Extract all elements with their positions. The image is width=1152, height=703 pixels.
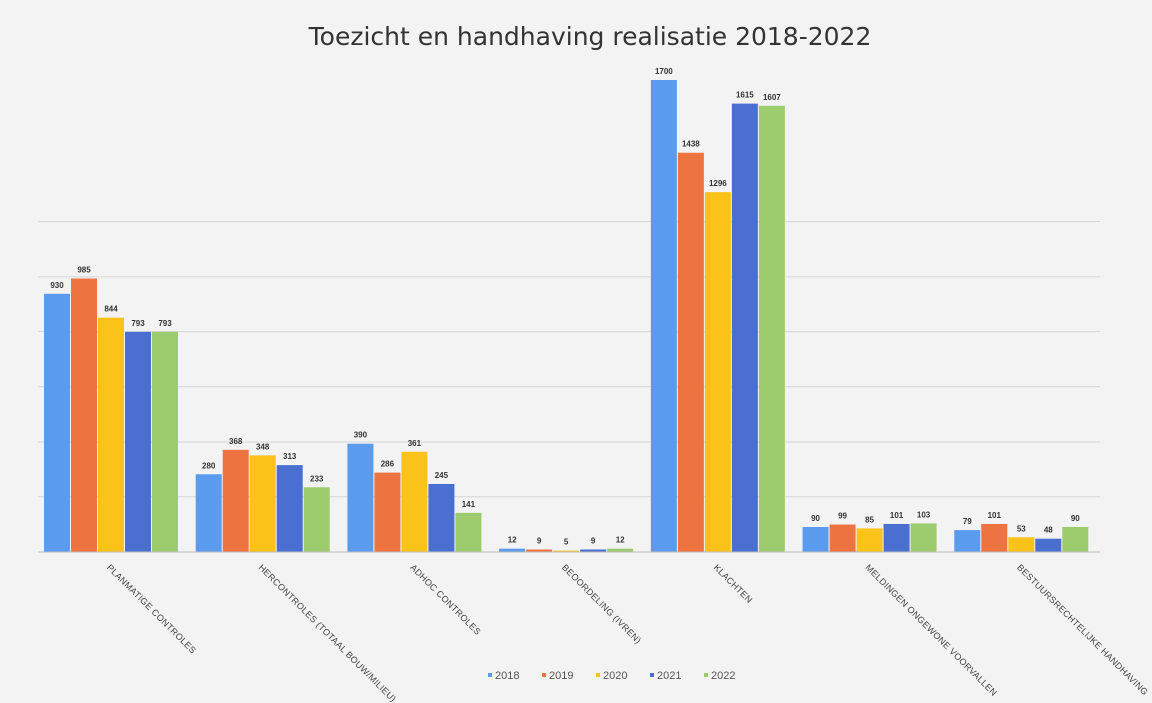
- bar: [650, 80, 677, 552]
- bar: [195, 474, 222, 552]
- data-label: 930: [50, 281, 64, 290]
- data-label: 1700: [655, 67, 673, 76]
- bar: [954, 530, 981, 552]
- bar: [249, 455, 276, 552]
- bar: [1008, 537, 1035, 552]
- bar: [758, 105, 785, 553]
- legend-label: 2020: [603, 670, 627, 682]
- legend-swatch: [488, 673, 492, 677]
- bar: [910, 523, 937, 552]
- bar: [276, 465, 303, 552]
- legend: 2018 2019 2020 2021 2022: [488, 670, 735, 682]
- x-tick-label: MELDINGEN ONGEWONE VOORVALLEN: [863, 562, 999, 698]
- data-label: 101: [890, 511, 904, 520]
- data-label: 1438: [682, 140, 700, 149]
- bar: [374, 472, 401, 552]
- legend-swatch: [650, 673, 654, 677]
- data-label: 12: [508, 536, 517, 545]
- bar: [303, 487, 330, 552]
- data-label: 286: [381, 460, 395, 469]
- bar: [125, 331, 151, 552]
- data-label: 101: [988, 511, 1002, 520]
- bar: [981, 523, 1008, 552]
- data-label: 280: [202, 461, 216, 470]
- data-label: 361: [408, 439, 422, 448]
- data-label: 1296: [709, 179, 727, 188]
- data-label: 85: [865, 515, 874, 524]
- bar: [428, 483, 455, 552]
- data-label: 9: [591, 537, 596, 546]
- bar: [401, 451, 428, 552]
- bar: [607, 548, 634, 552]
- bar: [526, 549, 553, 552]
- data-label: 9: [537, 537, 542, 546]
- bar: [347, 443, 374, 552]
- data-label: 99: [838, 512, 847, 521]
- bar: [553, 550, 580, 552]
- bar: [1035, 538, 1062, 552]
- bar: [455, 512, 482, 552]
- data-label: 90: [811, 514, 820, 523]
- data-label: 12: [616, 536, 625, 545]
- data-label: 390: [354, 431, 368, 440]
- data-label: 245: [435, 471, 449, 480]
- bar: [883, 523, 910, 552]
- bar: [44, 293, 70, 552]
- bar: [98, 317, 124, 552]
- x-tick-label: ADHOC CONTROLES: [408, 562, 483, 637]
- x-axis: PLANMATIGE CONTROLES HERCONTROLES (TOTAAL…: [38, 551, 1150, 703]
- bar: [829, 524, 856, 552]
- bar: [677, 152, 704, 552]
- legend-swatch: [596, 673, 600, 677]
- bars: [44, 80, 1089, 553]
- data-label: 141: [462, 500, 476, 509]
- x-tick-label: KLACHTEN: [712, 562, 755, 605]
- data-label: 53: [1017, 524, 1026, 533]
- data-label: 793: [158, 319, 172, 328]
- data-label: 103: [917, 510, 931, 519]
- bar: [499, 548, 526, 552]
- data-label: 5: [564, 538, 569, 547]
- bar: [580, 549, 607, 552]
- x-tick-label: PLANMATIGE CONTROLES: [105, 562, 198, 655]
- data-label: 90: [1071, 514, 1080, 523]
- bar: [152, 331, 178, 552]
- x-tick-label: BESTUURSRECHTELIJKE HANDHAVING: [1015, 562, 1150, 697]
- legend-swatch: [542, 673, 546, 677]
- x-tick-label: BEOORDELING (IVREN): [560, 562, 643, 645]
- data-label: 79: [963, 517, 972, 526]
- data-label: 368: [229, 437, 243, 446]
- data-label: 985: [77, 266, 91, 275]
- bar: [802, 527, 829, 552]
- legend-label: 2022: [711, 670, 735, 682]
- data-label: 233: [310, 474, 324, 483]
- legend-label: 2019: [549, 670, 573, 682]
- data-label: 1607: [763, 93, 781, 102]
- data-label: 348: [256, 442, 270, 451]
- bar: [71, 278, 97, 552]
- data-label: 793: [131, 319, 145, 328]
- data-label: 48: [1044, 526, 1053, 535]
- data-label: 1615: [736, 91, 754, 100]
- bar: [731, 103, 758, 552]
- bar: [704, 192, 731, 552]
- legend-label: 2021: [657, 670, 681, 682]
- chart-title: Toezicht en handhaving realisatie 2018-2…: [308, 22, 872, 51]
- gridlines: [38, 221, 1100, 498]
- legend-swatch: [704, 673, 708, 677]
- data-label: 313: [283, 452, 297, 461]
- bar: [222, 449, 249, 552]
- bar: [856, 528, 883, 552]
- data-label: 844: [104, 305, 118, 314]
- x-tick-label: HERCONTROLES (TOTAAL BOUW/MILIEU): [257, 562, 399, 703]
- bar: [1062, 527, 1089, 552]
- legend-label: 2018: [495, 670, 519, 682]
